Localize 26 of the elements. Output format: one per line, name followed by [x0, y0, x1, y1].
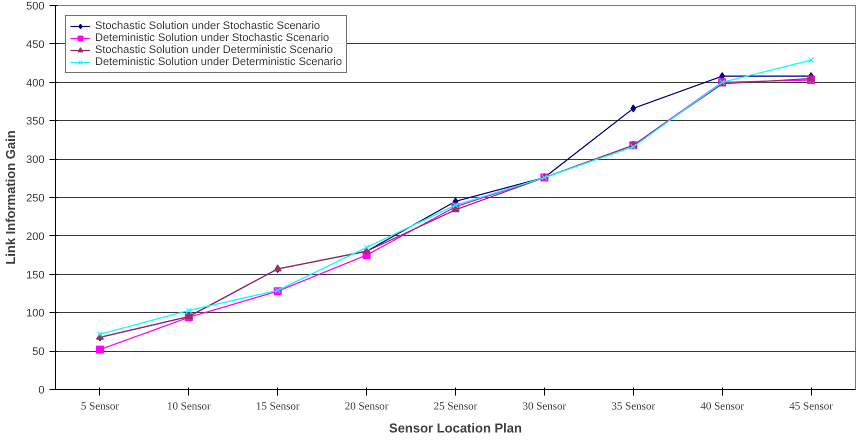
- legend-label: Stochastic Solution under Deterministic Scenario: [95, 44, 333, 56]
- y-tick-label: 350: [26, 116, 45, 128]
- x-tick-label: 15 Sensor: [256, 400, 300, 412]
- x-tick-label: 25 Sensor: [434, 400, 478, 412]
- legend-label: Stochastic Solution under Stochastic Scenario: [95, 20, 320, 32]
- x-tick-label: 35 Sensor: [611, 400, 656, 412]
- y-tick-label: 300: [26, 154, 45, 166]
- y-axis-title: Link Information Gain: [3, 130, 18, 265]
- y-tick-label: 100: [26, 308, 45, 320]
- x-tick-label: 30 Sensor: [522, 400, 567, 412]
- y-tick-label: 200: [26, 230, 45, 243]
- y-tick-label: 500: [26, 0, 45, 12]
- legend-label: Deteministic Solution under Deterministic Scenario: [95, 56, 342, 68]
- y-tick-label: 0: [38, 384, 45, 396]
- y-tick-label: 50: [32, 346, 45, 358]
- y-tick-label: 150: [26, 269, 45, 282]
- x-tick-label: 40 Sensor: [700, 400, 744, 412]
- legend-label: Deteministic Solution under Stochastic Scenario: [95, 32, 330, 44]
- x-tick-label: 45 Sensor: [789, 400, 834, 412]
- y-tick-label: 250: [26, 192, 45, 204]
- y-tick-label: 400: [26, 77, 45, 90]
- y-tick-label: 450: [26, 38, 45, 51]
- x-tick-label: 10 Sensor: [166, 400, 212, 412]
- x-axis-title: Sensor Location Plan: [389, 420, 522, 436]
- x-tick-label: 20 Sensor: [344, 400, 389, 412]
- x-tick-label: 5 Sensor: [80, 400, 120, 412]
